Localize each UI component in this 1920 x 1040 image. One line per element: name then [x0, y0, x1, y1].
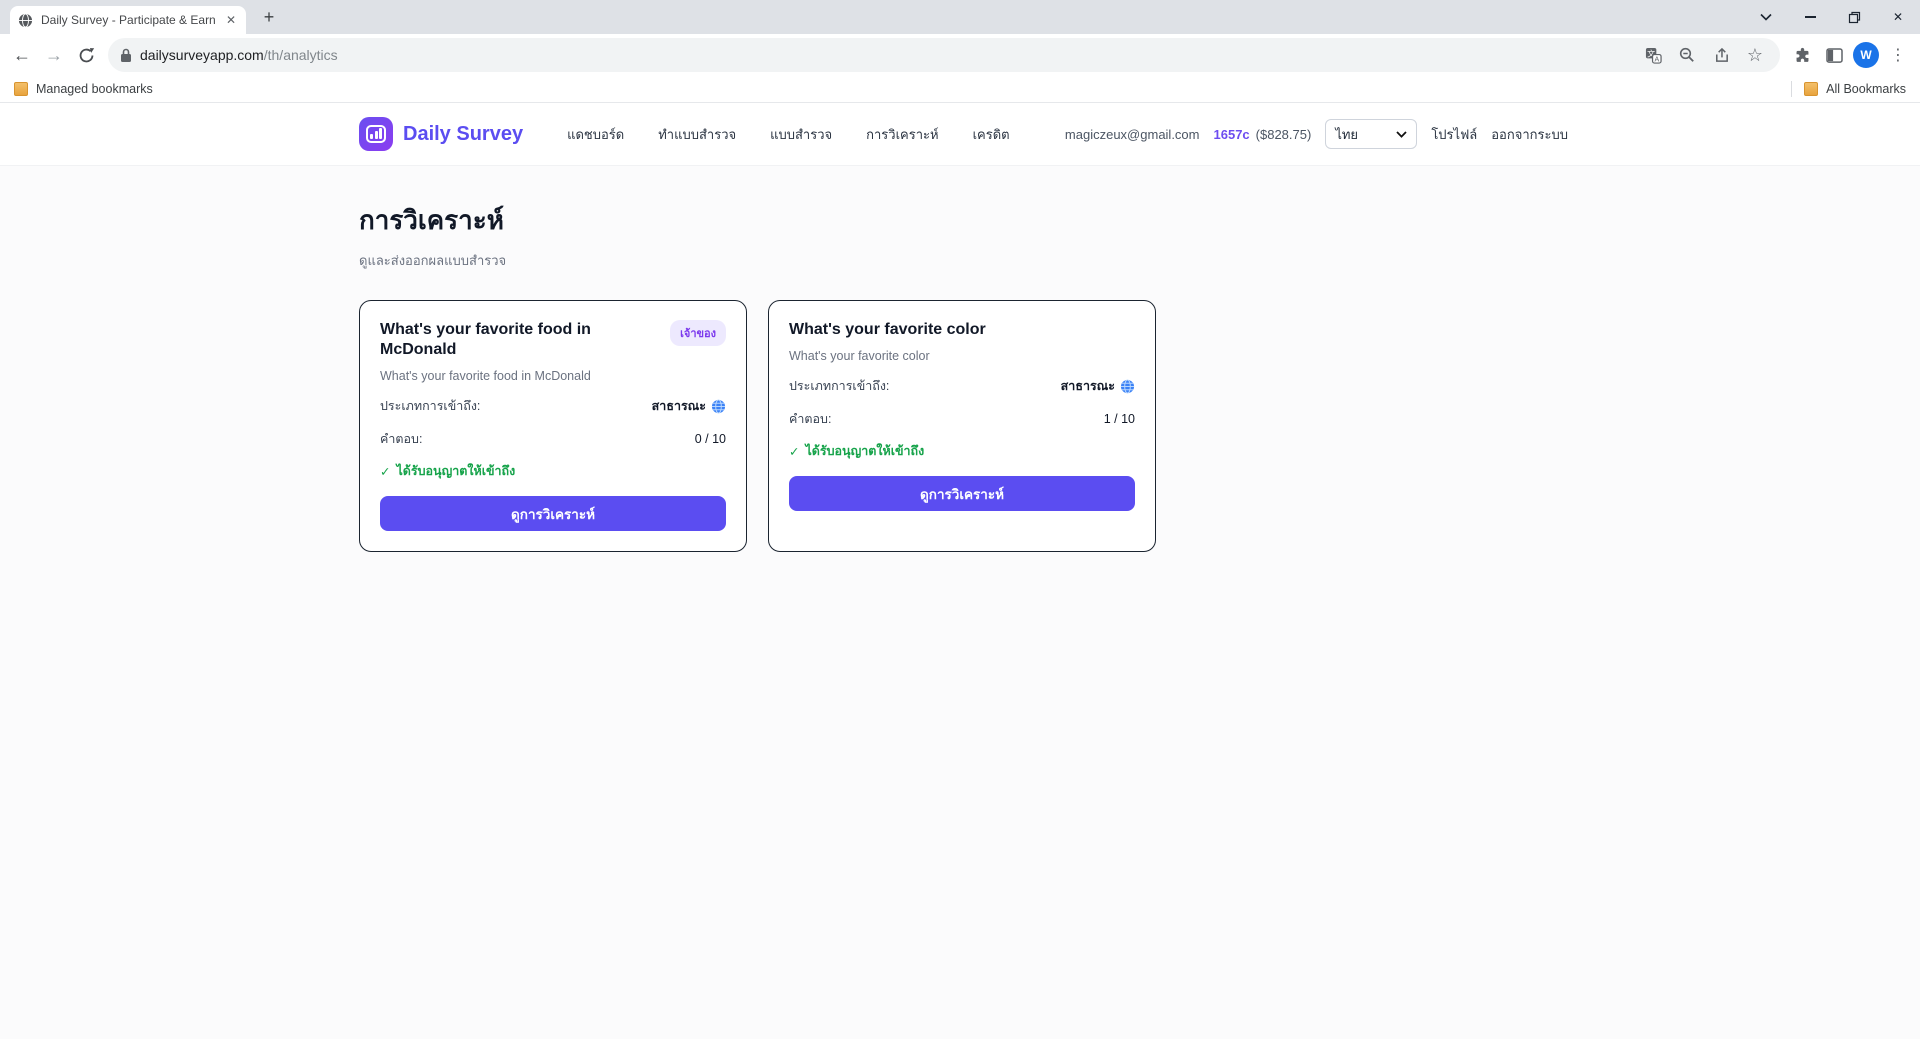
bookmarks-separator [1791, 81, 1793, 97]
profile-link[interactable]: โปรไฟล์ [1431, 126, 1478, 142]
view-analytics-button[interactable]: ดูการวิเคราะห์ [380, 496, 726, 531]
survey-description: What's your favorite food in McDonald [380, 369, 591, 383]
permission-text: ได้รับอนุญาตให้เข้าถึง [396, 464, 516, 478]
answers-label: คำตอบ: [789, 412, 832, 426]
permission-text: ได้รับอนุญาตให้เข้าถึง [805, 444, 925, 458]
credits-balance: 1657c [1213, 126, 1250, 142]
nav-item-credits[interactable]: เครดิต [972, 126, 1010, 142]
browser-titlebar: Daily Survey - Participate & Earn ✕ + ✕ [0, 0, 1920, 34]
nav-item-take-survey[interactable]: ทำแบบสำรวจ [658, 126, 737, 142]
access-type-value: สาธารณะ [651, 399, 706, 413]
survey-title: What's your favorite color [789, 321, 986, 338]
extensions-puzzle-icon[interactable] [1786, 39, 1818, 71]
view-analytics-button[interactable]: ดูการวิเคราะห์ [789, 476, 1135, 511]
globe-icon [1120, 378, 1135, 394]
globe-icon [711, 398, 726, 414]
answers-value: 0 / 10 [694, 432, 726, 446]
share-icon[interactable] [1708, 42, 1734, 68]
page-content: การวิเคราะห์ ดูและส่งออกผลแบบสำรวจ What'… [0, 166, 1920, 1039]
site-header: Daily Survey แดชบอร์ด ทำแบบสำรวจ แบบสำรว… [0, 103, 1920, 166]
survey-card-color: What's your favorite color What's your f… [768, 300, 1156, 552]
zoom-out-icon[interactable] [1674, 42, 1700, 68]
nav-item-surveys[interactable]: แบบสำรวจ [770, 126, 833, 142]
owner-badge: เจ้าของ [670, 320, 726, 346]
nav-item-analytics[interactable]: การวิเคราะห์ [866, 126, 939, 142]
svg-text:文: 文 [1647, 48, 1655, 58]
credits-usd: ($828.75) [1255, 126, 1312, 142]
tab-close-icon[interactable]: ✕ [225, 13, 236, 27]
answers-value: 1 / 10 [1103, 412, 1135, 426]
browser-menu-icon[interactable]: ⋮ [1890, 47, 1906, 64]
tab-title: Daily Survey - Participate & Earn [41, 13, 216, 27]
close-window-button[interactable]: ✕ [1892, 10, 1904, 24]
minimize-button[interactable] [1788, 0, 1832, 34]
brand-name[interactable]: Daily Survey [403, 122, 524, 145]
chevron-down-icon [1396, 130, 1407, 138]
all-bookmarks-label: All Bookmarks [1826, 82, 1906, 96]
page-title: การวิเคราะห์ [359, 205, 504, 235]
side-panel-icon[interactable] [1818, 39, 1850, 71]
survey-title: What's your favorite food in McDonald [380, 321, 591, 358]
window-controls: ✕ [1744, 0, 1920, 34]
managed-bookmarks-label: Managed bookmarks [36, 82, 153, 96]
reload-icon[interactable] [70, 39, 102, 71]
avatar-initial: W [1853, 42, 1879, 68]
new-tab-button[interactable]: + [263, 6, 275, 27]
browser-tab[interactable]: Daily Survey - Participate & Earn ✕ [10, 6, 246, 34]
main-nav: แดชบอร์ด ทำแบบสำรวจ แบบสำรวจ การวิเคราะห… [567, 124, 1010, 145]
bookmark-star-icon[interactable]: ☆ [1746, 44, 1764, 65]
lock-icon [120, 48, 132, 63]
survey-card-mcdonald: What's your favorite food in McDonald เจ… [359, 300, 747, 552]
svg-text:A: A [1654, 55, 1659, 63]
language-value: ไทย [1335, 126, 1359, 142]
forward-icon[interactable]: → [45, 44, 63, 65]
survey-description: What's your favorite color [789, 349, 930, 363]
access-type-label: ประเภทการเข้าถึง: [789, 379, 890, 393]
back-icon[interactable]: ← [13, 44, 31, 65]
profile-avatar[interactable]: W [1850, 39, 1882, 71]
tab-search-chevron-icon[interactable] [1744, 0, 1788, 34]
check-icon: ✓ [789, 444, 800, 459]
managed-bookmarks-icon [14, 82, 28, 96]
managed-bookmarks[interactable]: Managed bookmarks [14, 82, 153, 96]
access-type-value: สาธารณะ [1060, 379, 1115, 393]
survey-cards: What's your favorite food in McDonald เจ… [359, 300, 1920, 552]
logout-link[interactable]: ออกจากระบบ [1491, 126, 1568, 142]
bar-chart-icon [366, 125, 386, 143]
language-select[interactable]: ไทย [1325, 119, 1418, 149]
access-type-label: ประเภทการเข้าถึง: [380, 399, 481, 413]
restore-button[interactable] [1832, 0, 1876, 34]
check-icon: ✓ [380, 464, 391, 479]
tab-favicon-globe-icon [18, 12, 33, 28]
bookmarks-bar: Managed bookmarks All Bookmarks [0, 76, 1920, 103]
user-email: magiczeux@gmail.com [1064, 126, 1200, 142]
all-bookmarks-folder-icon [1804, 82, 1819, 96]
answers-label: คำตอบ: [380, 432, 423, 446]
url-text: dailysurveyapp.com/th/analytics [140, 47, 338, 63]
app-logo[interactable] [359, 117, 393, 151]
nav-item-dashboard[interactable]: แดชบอร์ด [567, 126, 625, 142]
all-bookmarks[interactable]: All Bookmarks [1804, 82, 1906, 96]
page-subtitle: ดูและส่งออกผลแบบสำรวจ [359, 253, 507, 268]
